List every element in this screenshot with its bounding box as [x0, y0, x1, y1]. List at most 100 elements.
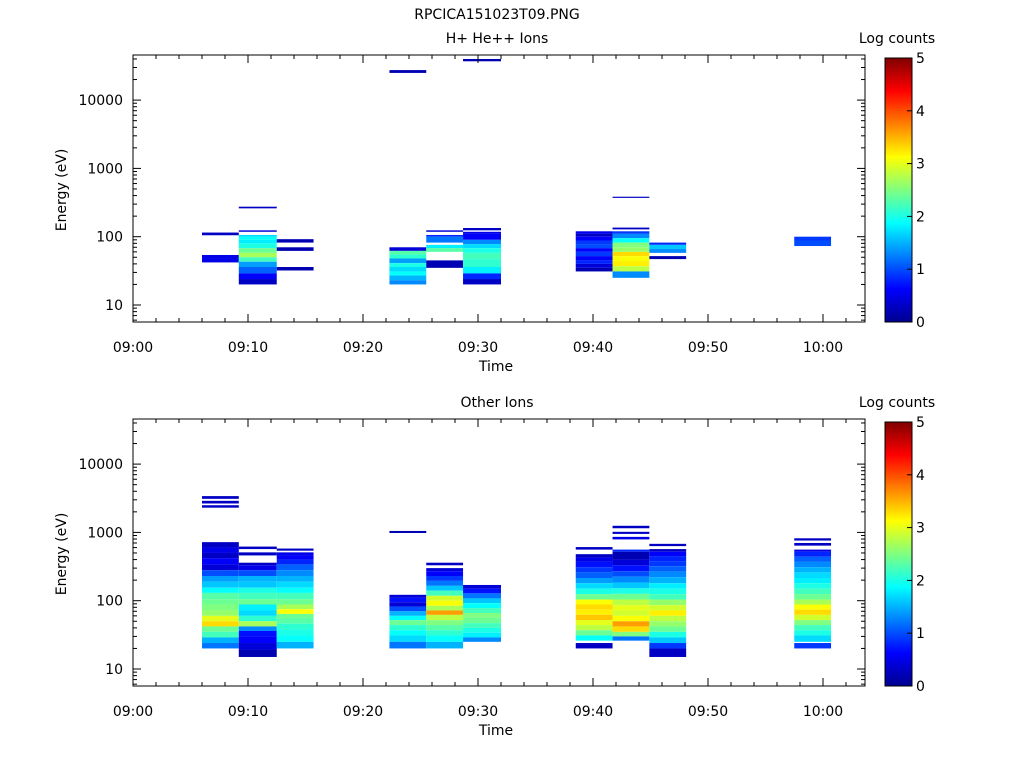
heatmap-cell — [612, 565, 650, 572]
heatmap-cell — [612, 247, 650, 252]
heatmap-cell — [202, 643, 239, 649]
heatmap-cell — [575, 547, 613, 550]
colorbar-tick-label: 5 — [916, 51, 925, 67]
heatmap-cell — [649, 583, 687, 589]
heatmap-cell — [612, 271, 650, 278]
heatmap-cell — [202, 581, 239, 588]
x-tick-label: 09:00 — [113, 340, 153, 356]
heatmap-cell — [389, 594, 427, 598]
heatmap-cell — [612, 525, 650, 529]
panel-other-ions: Other Ions 09:00 09:10 09:20 09:30 09:40 09:5… — [54, 395, 935, 739]
heatmap-cell — [276, 247, 314, 251]
heatmap-cell — [463, 588, 501, 594]
heatmap-cell — [612, 593, 650, 600]
heatmap-cell — [202, 615, 239, 622]
heatmap-cell — [389, 602, 427, 607]
x-tick-label: 09:20 — [343, 704, 383, 720]
heatmap-cell — [238, 631, 277, 637]
heatmap-cell — [575, 240, 613, 245]
heatmap-cell — [426, 244, 464, 249]
heatmap-cell — [276, 587, 314, 593]
heatmap-cell — [463, 259, 501, 268]
heatmap-cell — [276, 564, 314, 571]
heatmap-cell — [794, 643, 832, 649]
heatmap-cell — [426, 630, 464, 636]
heatmap-cell — [238, 267, 277, 274]
heatmap-cell — [649, 621, 687, 627]
heatmap-cell — [612, 631, 650, 637]
heatmap-cell — [276, 575, 314, 582]
heatmap-cell — [276, 635, 314, 642]
panel-2-heatmap-cells — [202, 496, 832, 657]
heatmap-cell — [463, 58, 501, 62]
colorbar-tick-label: 0 — [916, 679, 925, 695]
y-tick-label: 1000 — [87, 525, 123, 541]
heatmap-cell — [794, 572, 832, 578]
heatmap-cell — [238, 546, 277, 550]
heatmap-cell — [649, 577, 687, 584]
heatmap-cell — [238, 234, 277, 237]
heatmap-cell — [202, 505, 239, 508]
heatmap-cell — [575, 609, 613, 615]
heatmap-cell — [238, 636, 277, 644]
heatmap-cell — [238, 610, 277, 616]
heatmap-cell — [794, 614, 832, 621]
heatmap-cell — [276, 548, 314, 551]
y-tick-label: 10 — [105, 298, 123, 314]
panel-2-colorbar-label: Log counts — [859, 395, 935, 411]
heatmap-cell — [649, 249, 687, 253]
colorbar-gradient — [884, 421, 913, 687]
heatmap-cell — [276, 599, 314, 605]
heatmap-cell — [238, 649, 277, 657]
heatmap-cell — [612, 551, 650, 560]
heatmap-cell — [426, 635, 464, 642]
heatmap-cell — [389, 280, 427, 285]
heatmap-cell — [238, 206, 277, 209]
heatmap-cell — [575, 248, 613, 252]
panel-2-colorbar: 0 1 2 3 4 5 — [884, 415, 925, 695]
heatmap-cell — [794, 236, 832, 241]
heatmap-cell — [463, 608, 501, 614]
x-tick-label: 09:50 — [688, 340, 728, 356]
heatmap-cell — [575, 572, 613, 578]
heatmap-cell — [202, 570, 239, 576]
heatmap-cell — [612, 615, 650, 622]
heatmap-cell — [463, 603, 501, 609]
y-tick-label: 100 — [96, 230, 123, 246]
heatmap-cell — [202, 592, 239, 600]
heatmap-cell — [426, 568, 464, 572]
heatmap-cell — [575, 577, 613, 584]
y-tick-label: 10000 — [78, 457, 123, 473]
heatmap-cell — [276, 559, 314, 565]
heatmap-cell — [463, 252, 501, 260]
colorbar-tick-label: 4 — [916, 104, 925, 120]
heatmap-cell — [463, 632, 501, 638]
heatmap-cell — [649, 571, 687, 578]
heatmap-cell — [238, 243, 277, 249]
heatmap-cell — [575, 561, 613, 568]
heatmap-cell — [794, 604, 832, 610]
heatmap-cell — [238, 248, 277, 253]
heatmap-cell — [575, 635, 613, 641]
heatmap-cell — [463, 279, 501, 285]
heatmap-cell — [426, 625, 464, 631]
heatmap-cell — [463, 627, 501, 633]
panel-1-y-axis-label: Energy (eV) — [54, 149, 70, 232]
heatmap-cell — [463, 248, 501, 253]
heatmap-cell — [612, 196, 650, 198]
heatmap-cell — [426, 230, 464, 232]
heatmap-cell — [649, 549, 687, 552]
heatmap-cell — [389, 254, 427, 259]
heatmap-cell — [575, 643, 613, 649]
heatmap-cell — [202, 496, 239, 499]
heatmap-cell — [202, 575, 239, 582]
heatmap-cell — [426, 234, 464, 237]
heatmap-cell — [463, 584, 501, 589]
heatmap-cell — [238, 261, 277, 267]
heatmap-cell — [649, 637, 687, 644]
heatmap-cell — [276, 555, 314, 560]
heatmap-cell — [649, 648, 687, 657]
x-tick-label: 09:50 — [688, 704, 728, 720]
